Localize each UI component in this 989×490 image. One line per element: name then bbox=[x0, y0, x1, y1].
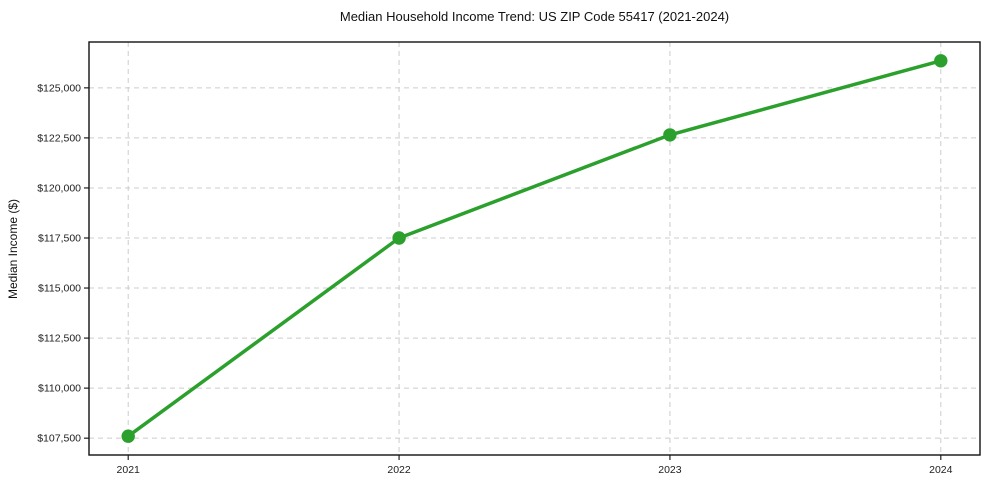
y-tick-label: $120,000 bbox=[37, 182, 81, 194]
x-tick-label: 2022 bbox=[387, 464, 411, 476]
plot-area bbox=[89, 42, 980, 455]
data-point-marker bbox=[121, 429, 135, 443]
y-tick-label: $112,500 bbox=[38, 333, 81, 345]
chart-title: Median Household Income Trend: US ZIP Co… bbox=[339, 9, 730, 24]
x-tick-label: 2021 bbox=[117, 464, 141, 476]
y-tick-label: $110,000 bbox=[38, 383, 81, 395]
data-point-marker bbox=[392, 231, 406, 245]
y-tick-label: $117,500 bbox=[38, 232, 81, 244]
y-tick-label: $107,500 bbox=[37, 433, 81, 445]
axis-border bbox=[88, 41, 981, 456]
y-tick-label: $125,000 bbox=[37, 82, 81, 94]
data-point-marker bbox=[663, 128, 677, 142]
y-tick-label: $122,500 bbox=[37, 132, 81, 144]
x-tick-label: 2023 bbox=[658, 464, 682, 476]
data-point-marker bbox=[934, 54, 948, 68]
x-tick-label: 2024 bbox=[929, 464, 953, 476]
trend-line bbox=[126, 59, 943, 438]
y-tick-label: $115,000 bbox=[38, 283, 81, 295]
